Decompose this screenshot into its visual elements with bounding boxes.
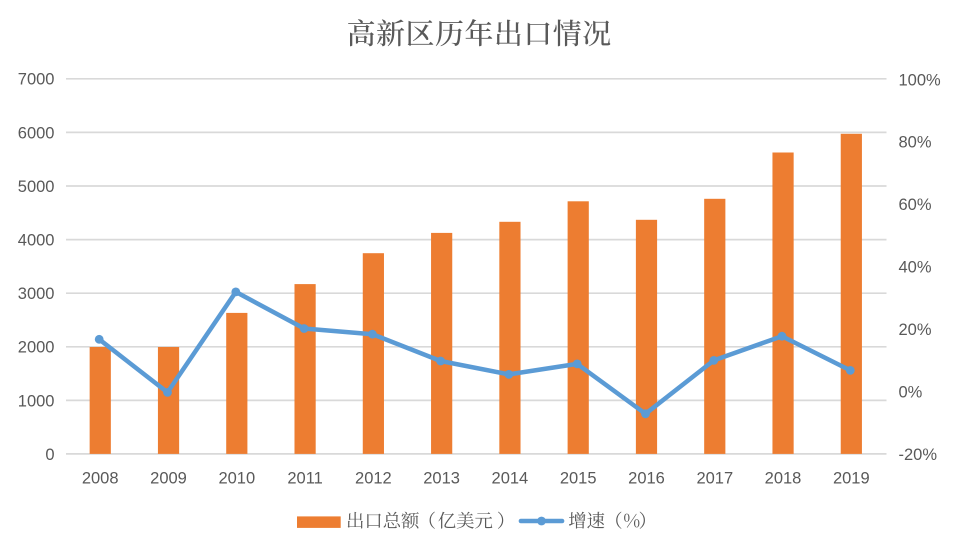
svg-text:80%: 80%: [899, 134, 932, 152]
svg-text:1000: 1000: [18, 392, 55, 410]
svg-text:60%: 60%: [899, 196, 932, 214]
svg-text:0: 0: [45, 446, 54, 464]
svg-text:2016: 2016: [628, 470, 665, 488]
svg-text:2011: 2011: [287, 470, 322, 488]
svg-text:100%: 100%: [899, 71, 942, 89]
svg-text:5000: 5000: [18, 178, 55, 196]
svg-text:2012: 2012: [355, 470, 392, 488]
svg-text:0%: 0%: [899, 383, 923, 401]
svg-text:2014: 2014: [492, 470, 529, 488]
svg-text:2015: 2015: [560, 470, 597, 488]
svg-text:2017: 2017: [696, 470, 733, 488]
svg-text:2013: 2013: [423, 470, 460, 488]
svg-text:2010: 2010: [218, 470, 255, 488]
svg-text:7000: 7000: [18, 71, 55, 89]
svg-text:40%: 40%: [899, 259, 932, 277]
svg-text:2008: 2008: [82, 470, 119, 488]
svg-text:2019: 2019: [833, 470, 870, 488]
svg-text:3000: 3000: [18, 285, 55, 303]
svg-text:2009: 2009: [150, 470, 187, 488]
svg-text:6000: 6000: [18, 124, 55, 142]
svg-text:-20%: -20%: [899, 446, 938, 464]
svg-text:4000: 4000: [18, 231, 55, 249]
svg-text:2000: 2000: [18, 339, 55, 357]
svg-text:2018: 2018: [765, 470, 802, 488]
svg-text:20%: 20%: [899, 321, 932, 339]
